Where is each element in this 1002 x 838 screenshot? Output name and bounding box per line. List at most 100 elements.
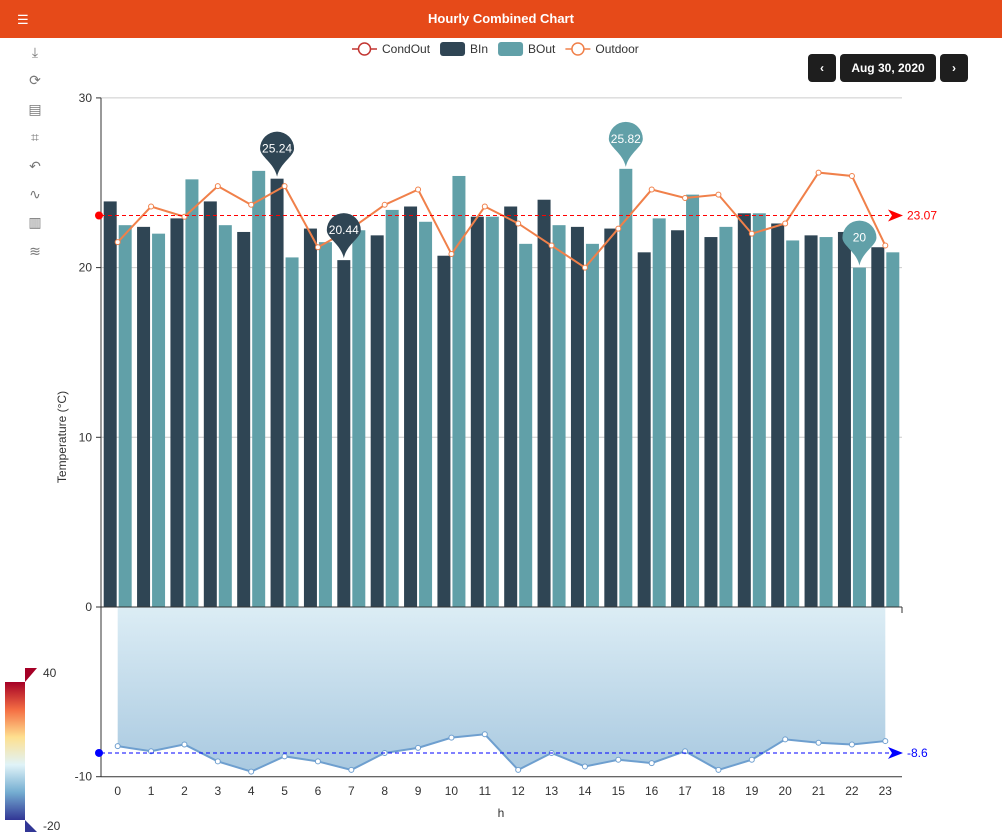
download-icon[interactable]: ⤓: [31, 44, 39, 60]
bout-bar: [786, 240, 800, 607]
condout-point: [515, 766, 522, 773]
markpoint-pin: [608, 121, 643, 167]
x-tick-label: 21: [812, 784, 826, 798]
visual-map-max-label: 40: [43, 666, 57, 680]
zoom-icon[interactable]: ⌗: [31, 129, 39, 146]
markpoint-label: 25.24: [262, 142, 292, 156]
outdoor-point: [882, 242, 889, 249]
x-tick-label: 17: [678, 784, 692, 798]
legend-swatch-bout: [498, 42, 524, 56]
app-header: ☰ Hourly Combined Chart: [0, 0, 1002, 38]
prev-date-button[interactable]: ‹: [808, 54, 836, 82]
visual-map-min-handle[interactable]: [25, 820, 37, 832]
line-chart-icon[interactable]: ∿: [29, 185, 41, 202]
bin-bar: [871, 247, 885, 607]
y-tick-label: 10: [79, 430, 93, 444]
outdoor-point: [314, 244, 321, 251]
bin-bar: [570, 226, 584, 607]
outdoor-point: [615, 225, 622, 232]
bout-bar: [852, 267, 866, 607]
date-navigator: ‹ Aug 30, 2020 ›: [808, 54, 968, 82]
condout-point: [815, 739, 822, 746]
bout-bar: [318, 242, 332, 607]
condout-point: [648, 760, 655, 767]
outdoor-point: [748, 230, 755, 237]
condout-area: [117, 607, 886, 772]
x-tick-label: 11: [479, 784, 492, 798]
condout-point: [314, 758, 321, 765]
condout-point: [715, 766, 722, 773]
condout-point: [615, 756, 622, 763]
x-axis-label: h: [498, 806, 505, 820]
x-tick-label: 14: [578, 784, 592, 798]
y-tick-label: 20: [79, 261, 93, 275]
bin-bar: [804, 235, 818, 607]
outdoor-point: [581, 264, 588, 271]
outdoor-point: [148, 203, 155, 210]
toolbox: ⤓ ⟳ ▤ ⌗ ↶ ∿ ▥ ≋: [26, 44, 44, 271]
outdoor-line: [116, 171, 887, 269]
outdoor-point: [248, 201, 255, 208]
zoom-reset-icon[interactable]: ↶: [29, 157, 41, 174]
legend-marker-condout: [357, 42, 372, 56]
bout-bar: [218, 225, 232, 608]
outdoor-point: [648, 186, 655, 193]
bout-bar: [419, 221, 433, 607]
bout-bar: [118, 225, 132, 608]
bout-bar: [352, 230, 366, 608]
condout-point: [848, 741, 855, 748]
outdoor-average-start-dot: [95, 211, 103, 220]
outdoor-point: [682, 195, 689, 202]
bout-bar: [152, 233, 166, 607]
bout-bar: [752, 213, 766, 607]
condout-point: [882, 738, 889, 745]
visual-map-max-handle[interactable]: [25, 668, 37, 682]
bin-bar: [737, 213, 751, 607]
bout-bar: [285, 257, 299, 607]
menu-icon[interactable]: ☰: [17, 12, 29, 27]
legend-item-condout[interactable]: CondOut: [382, 42, 431, 56]
condout-point: [782, 736, 789, 743]
outdoor-point: [848, 172, 855, 179]
bin-bar: [671, 230, 685, 608]
x-tick-label: 16: [645, 784, 659, 798]
legend-marker-outdoor: [571, 42, 585, 56]
data-view-icon[interactable]: ▤: [28, 100, 42, 117]
condout-average-arrow: [888, 746, 903, 759]
condout-point: [214, 758, 221, 765]
condout-point: [481, 731, 488, 738]
legend-item-outdoor[interactable]: Outdoor: [595, 42, 638, 56]
outdoor-point: [381, 201, 388, 208]
bout-bar: [585, 243, 599, 608]
condout-average-label: -8.6: [907, 746, 928, 760]
markpoint-label: 25.82: [611, 132, 641, 146]
stack-icon[interactable]: ≋: [29, 242, 41, 259]
outdoor-point: [415, 186, 422, 193]
bout-bar: [452, 175, 466, 607]
bin-bar: [303, 228, 317, 607]
legend-item-bout[interactable]: BOut: [528, 42, 556, 56]
date-display[interactable]: Aug 30, 2020: [840, 54, 936, 82]
bar-chart-icon[interactable]: ▥: [28, 214, 42, 231]
x-tick-label: 6: [315, 784, 322, 798]
refresh-icon[interactable]: ⟳: [29, 72, 41, 89]
markpoint-label: 20.44: [329, 223, 359, 237]
bout-bar: [719, 226, 733, 607]
markpoint-label: 20: [853, 231, 867, 245]
bin-bar: [504, 206, 518, 607]
x-tick-label: 0: [114, 784, 121, 798]
bin-bar: [170, 218, 184, 607]
legend-item-bin[interactable]: BIn: [470, 42, 488, 56]
bout-bar: [552, 225, 566, 608]
y-tick-label: -10: [75, 770, 93, 784]
condout-point: [581, 763, 588, 770]
bin-bar: [370, 235, 384, 607]
condout-point: [348, 766, 355, 773]
bout-bar: [886, 252, 900, 607]
condout-point: [114, 743, 121, 750]
markpoint-pin: [326, 213, 361, 259]
markpoint-pin: [260, 131, 295, 177]
next-date-button[interactable]: ›: [940, 54, 968, 82]
outdoor-point: [815, 169, 822, 176]
condout-line: [117, 733, 886, 773]
